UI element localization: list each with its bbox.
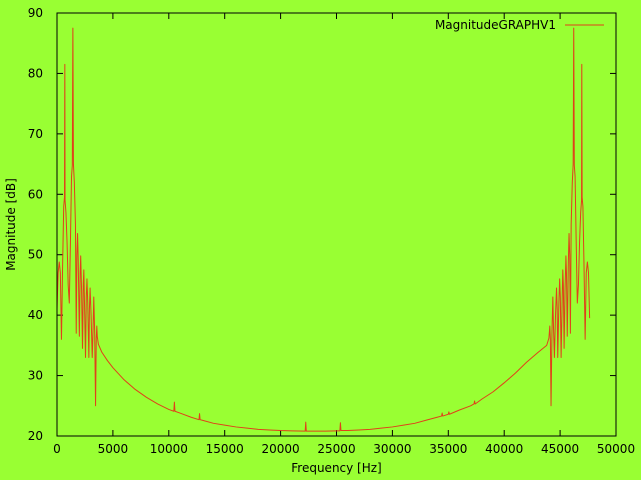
legend-label: MagnitudeGRAPHV1 [435,18,556,32]
plot-frame [56,12,617,437]
x-tick-label: 50000 [597,442,635,456]
ticks-layer: 0 5000 10000 15000 20000 25000 30000 35000 40000… [28,6,635,456]
y-tick-label: 40 [28,308,43,322]
y-axis-title: Magnitude [dB] [4,178,18,271]
y-tick-label: 60 [28,187,43,201]
series-line-1 [56,27,591,432]
x-tick-label: 20000 [262,442,300,456]
x-tick-label: 25000 [317,442,355,456]
y-tick-label: 70 [28,127,43,141]
x-tick-label: 0 [53,442,61,456]
legend: MagnitudeGRAPHV1 [435,18,604,32]
x-tick-label: 35000 [429,442,467,456]
x-tick-label: 30000 [373,442,411,456]
x-tick-label: 15000 [206,442,244,456]
x-tick-label: 45000 [541,442,579,456]
x-tick-label: 40000 [485,442,523,456]
y-tick-label: 90 [28,6,43,20]
y-tick-label: 30 [28,369,43,383]
y-tick-label: 80 [28,66,43,80]
x-tick-label: 5000 [98,442,129,456]
y-tick-label: 20 [28,429,43,443]
y-tick-label: 50 [28,248,43,262]
x-axis-title: Frequency [Hz] [291,461,382,475]
x-tick-label: 10000 [150,442,188,456]
series-layer [56,27,591,432]
